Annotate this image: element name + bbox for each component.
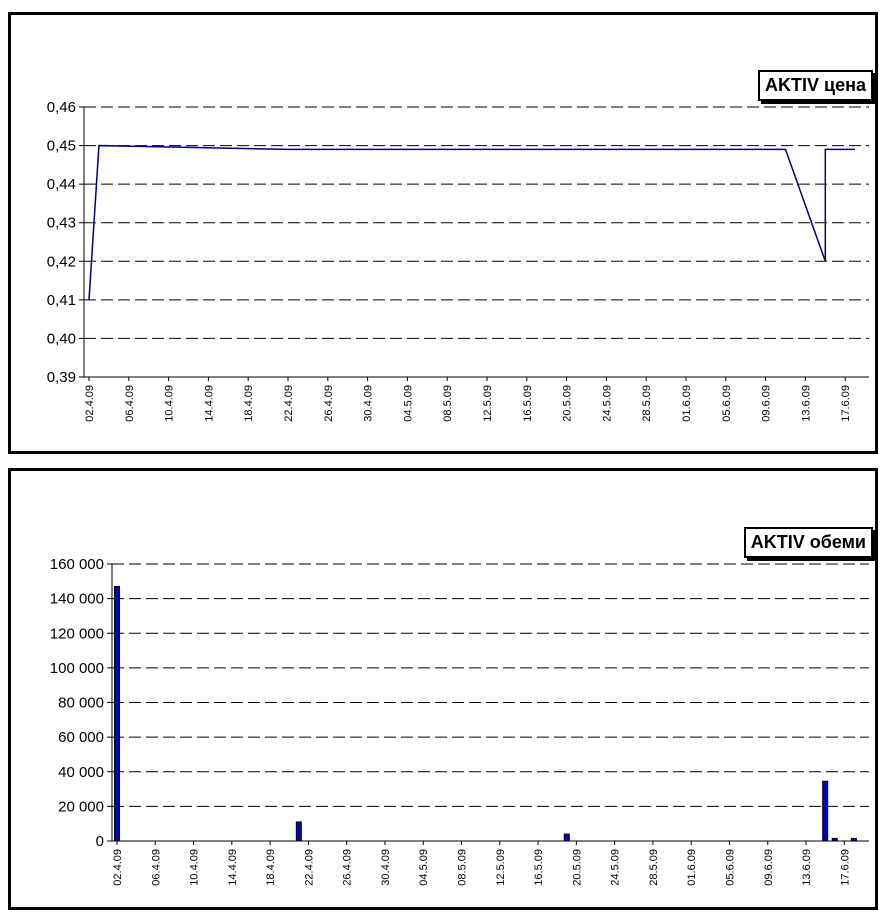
x-tick-label: 24.5.09	[601, 385, 613, 422]
price-chart-panel: 0,39 0,40 0,41 0,42 0,43 0,44 0,45 0,46 02.4.09 0…	[8, 12, 878, 454]
x-tick-label: 06.4.09	[150, 849, 162, 886]
y-tick-label: 0,45	[47, 138, 76, 155]
x-tick-label: 28.5.09	[648, 849, 660, 886]
y-tick-label: 0,44	[47, 176, 76, 193]
price-chart: 0,39 0,40 0,41 0,42 0,43 0,44 0,45 0,46 02.4.09 0…	[47, 99, 869, 422]
y-tick-label: 0,40	[47, 330, 76, 347]
x-tick-label: 18.4.09	[243, 385, 255, 422]
x-tick-label: 24.5.09	[610, 849, 622, 886]
price-line	[88, 144, 856, 300]
y-tick-label: 100 000	[50, 660, 104, 677]
volume-bar	[831, 837, 838, 842]
x-tick-label: 01.6.09	[686, 849, 698, 886]
volume-bar	[822, 780, 829, 842]
y-tick-label: 140 000	[50, 591, 104, 608]
x-tick-label: 17.6.09	[839, 849, 851, 886]
x-tick-label: 16.5.09	[522, 385, 534, 422]
x-tick-label: 05.6.09	[721, 385, 733, 422]
x-tick-label: 10.4.09	[164, 385, 176, 422]
y-tick-label: 0,42	[47, 253, 76, 270]
x-tick-label: 20.5.09	[571, 849, 583, 886]
y-tick-label: 0,41	[47, 292, 76, 309]
y-tick-label: 120 000	[50, 625, 104, 642]
y-tick-label: 160 000	[50, 556, 104, 573]
x-tick-label: 28.5.09	[641, 385, 653, 422]
y-tick-label: 80 000	[58, 695, 104, 712]
x-tick-label: 30.4.09	[380, 849, 392, 886]
x-tick-label: 05.6.09	[724, 849, 736, 886]
x-tick-label: 14.4.09	[227, 849, 239, 886]
x-tick-label: 22.4.09	[283, 385, 295, 422]
y-tick-label: 40 000	[58, 764, 104, 781]
x-tick-label: 08.5.09	[442, 385, 454, 422]
x-tick-label: 18.4.09	[265, 849, 277, 886]
volume-chart-panel: 0 20 000 40 000 60 000 80 000 100 000 120 000 1…	[8, 468, 878, 910]
x-tick-label: 12.5.09	[495, 849, 507, 886]
x-tick-label: 13.6.09	[801, 849, 813, 886]
volume-bar	[563, 833, 570, 842]
y-tick-label: 0,43	[47, 215, 76, 232]
x-tick-label: 12.5.09	[482, 385, 494, 422]
price-chart-title: AKTIV цена	[758, 70, 873, 101]
x-tick-label: 06.4.09	[124, 385, 136, 422]
y-tick-label: 0,46	[47, 99, 76, 116]
x-tick-label: 16.5.09	[533, 849, 545, 886]
x-tick-label: 08.5.09	[457, 849, 469, 886]
volume-bar	[114, 586, 120, 842]
x-tick-label: 04.5.09	[402, 385, 414, 422]
volume-bar	[295, 821, 302, 842]
y-tick-label: 60 000	[58, 729, 104, 746]
x-tick-label: 01.6.09	[681, 385, 693, 422]
x-tick-label: 30.4.09	[363, 385, 375, 422]
x-tick-label: 17.6.09	[840, 385, 852, 422]
x-tick-label: 26.4.09	[342, 849, 354, 886]
x-tick-label: 20.5.09	[562, 385, 574, 422]
y-tick-label: 0	[96, 833, 104, 850]
x-tick-label: 14.4.09	[203, 385, 215, 422]
x-tick-label: 09.6.09	[761, 385, 773, 422]
x-tick-label: 02.4.09	[112, 849, 124, 886]
x-tick-label: 10.4.09	[189, 849, 201, 886]
y-tick-label: 0,39	[47, 369, 76, 386]
volume-bar	[850, 837, 857, 842]
volume-chart-title: AKTIV обеми	[743, 527, 873, 558]
x-tick-label: 26.4.09	[323, 385, 335, 422]
x-tick-label: 09.6.09	[763, 849, 775, 886]
x-tick-label: 04.5.09	[418, 849, 430, 886]
x-tick-label: 13.6.09	[800, 385, 812, 422]
y-tick-label: 20 000	[58, 798, 104, 815]
x-tick-label: 22.4.09	[303, 849, 315, 886]
x-tick-label: 02.4.09	[84, 385, 96, 422]
volume-chart: 0 20 000 40 000 60 000 80 000 100 000 120 000 1…	[50, 556, 869, 886]
